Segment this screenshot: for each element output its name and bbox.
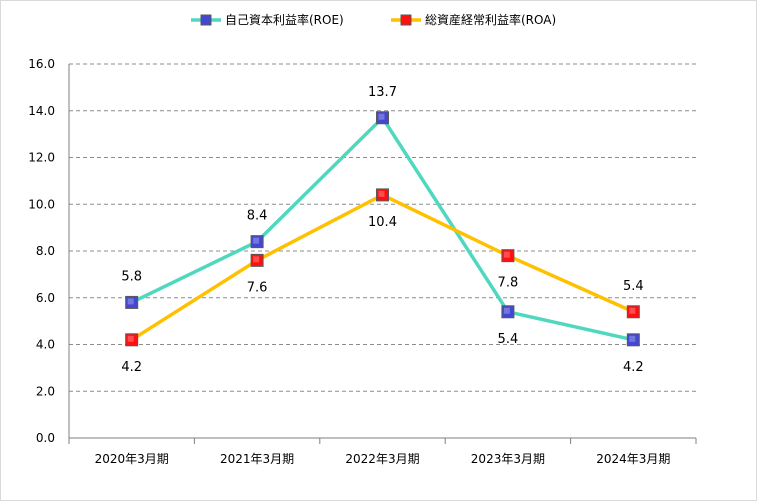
axes bbox=[68, 64, 697, 444]
data-label: 5.4 bbox=[498, 332, 519, 347]
x-axis-ticks: 2020年3月期 2021年3月期 2022年3月期 2023年3月期 2024年3月期 bbox=[95, 452, 671, 466]
y-tick-label: 0.0 bbox=[36, 431, 55, 445]
x-tick-label: 2023年3月期 bbox=[471, 452, 545, 466]
x-tick-label: 2024年3月期 bbox=[596, 452, 670, 466]
series-1-point-highlight bbox=[629, 307, 636, 314]
data-label: 10.4 bbox=[368, 215, 397, 230]
y-tick-label: 4.0 bbox=[36, 338, 55, 352]
y-tick-label: 2.0 bbox=[36, 384, 55, 398]
y-tick-label: 6.0 bbox=[36, 291, 55, 305]
data-labels: 5.8 8.4 13.7 5.4 4.2 4.2 7.6 10.4 7.8 5.4 bbox=[121, 85, 643, 375]
y-tick-label: 12.0 bbox=[28, 151, 55, 165]
data-label: 4.2 bbox=[121, 360, 142, 375]
legend-label-1: 総資産経常利益率(ROA) bbox=[425, 12, 556, 27]
series-0-point bbox=[250, 235, 264, 249]
y-tick-label: 14.0 bbox=[28, 104, 55, 118]
data-label: 4.2 bbox=[623, 360, 644, 375]
series-1-point bbox=[125, 333, 139, 347]
series-1-point-highlight bbox=[127, 335, 134, 342]
series-0-point bbox=[626, 333, 640, 347]
series-0-point bbox=[501, 305, 515, 319]
legend-marker-1 bbox=[400, 14, 412, 26]
series-1-point-highlight bbox=[253, 256, 260, 263]
data-label: 5.8 bbox=[121, 269, 142, 284]
data-label: 8.4 bbox=[247, 209, 268, 224]
legend-marker-0 bbox=[200, 14, 212, 26]
series-0-point-highlight bbox=[378, 113, 385, 120]
data-label: 13.7 bbox=[368, 85, 397, 100]
chart-legend: 自己資本利益率(ROE) 総資産経常利益率(ROA) bbox=[191, 12, 556, 27]
data-label: 7.8 bbox=[498, 276, 519, 291]
series-0-point-highlight bbox=[629, 335, 636, 342]
y-tick-label: 8.0 bbox=[36, 244, 55, 258]
data-label: 5.4 bbox=[623, 279, 644, 294]
series-1-point bbox=[501, 249, 515, 263]
x-tick-label: 2022年3月期 bbox=[345, 452, 419, 466]
series-1-point-highlight bbox=[503, 251, 510, 258]
x-tick-label: 2020年3月期 bbox=[95, 452, 169, 466]
y-tick-label: 16.0 bbox=[28, 57, 55, 71]
legend-label-0: 自己資本利益率(ROE) bbox=[225, 12, 344, 27]
x-tick-label: 2021年3月期 bbox=[220, 452, 294, 466]
series-0-point-highlight bbox=[503, 307, 510, 314]
series-1-point bbox=[626, 305, 640, 319]
series-0-point bbox=[125, 295, 139, 309]
series-1-point-highlight bbox=[378, 190, 385, 197]
series-0-point-highlight bbox=[127, 298, 134, 305]
series-0-point bbox=[376, 111, 389, 125]
series-1-point bbox=[250, 253, 264, 267]
series-1-point bbox=[376, 188, 389, 202]
y-tick-label: 10.0 bbox=[28, 197, 55, 211]
series-group bbox=[125, 111, 640, 347]
y-axis-ticks: 0.0 2.0 4.0 6.0 8.0 10.0 12.0 14.0 16.0 bbox=[28, 57, 55, 445]
data-label: 7.6 bbox=[247, 280, 268, 295]
series-0-point-highlight bbox=[253, 237, 260, 244]
